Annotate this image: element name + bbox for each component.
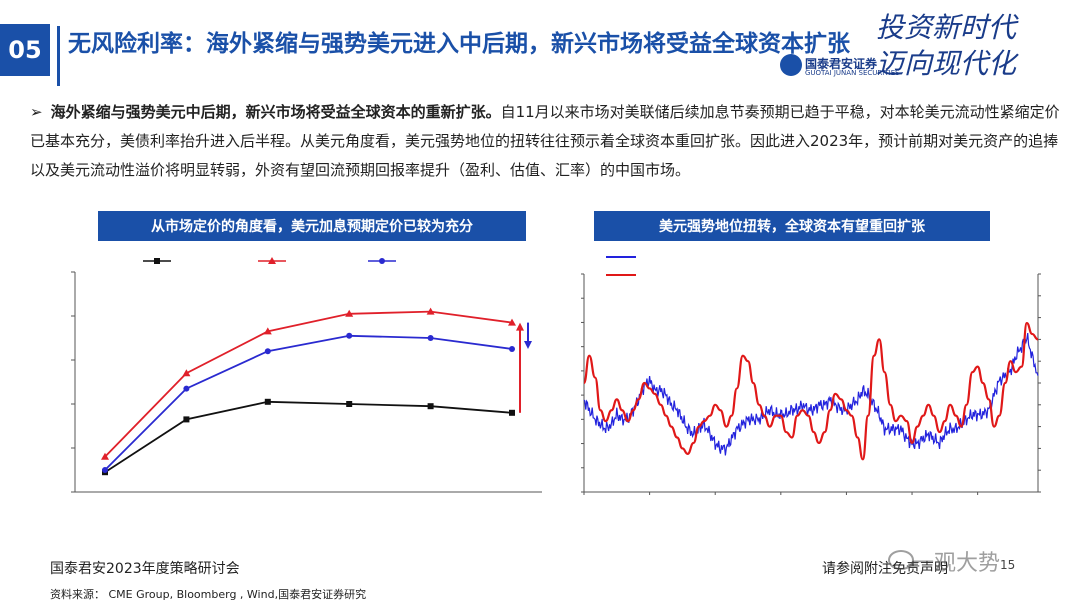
page-title: 无风险利率：海外紧缩与强势美元进入中后期，新兴市场将受益全球资本扩张 [68, 31, 850, 57]
body-paragraph: ➢ 海外紧缩与强势美元中后期，新兴市场将受益全球资本的重新扩张。自11月以来市场对… [30, 98, 1060, 185]
legend-marker [154, 258, 160, 264]
series-line-2 [104, 334, 513, 471]
wechat-icon [888, 550, 914, 570]
data-point [264, 398, 271, 405]
left-chart-header: 从市场定价的角度看，美元加息预期定价已较为充分 [98, 211, 526, 241]
data-point [101, 452, 109, 460]
data-point [426, 307, 435, 315]
data-point [264, 348, 271, 355]
legend-marker [379, 258, 385, 264]
data-point [182, 369, 191, 377]
data-point [263, 327, 272, 335]
footer-event-name: 国泰君安2023年度策略研讨会 [50, 561, 240, 577]
annotation-arrow-head [516, 322, 524, 331]
watermark: 一观大势 [912, 551, 1001, 576]
data-point [509, 346, 515, 352]
body-text: 自11月以来市场对美联储后续加息节奏预期已趋于平稳，对本轮美元流动性紧缩定价已基… [30, 103, 1060, 179]
logo-company-name: 国泰君安证券 [805, 57, 878, 71]
series-line-usd-index [583, 332, 1039, 456]
data-point [345, 309, 354, 317]
data-point [183, 416, 190, 423]
page-number: 15 [1000, 558, 1016, 572]
legend-marker [268, 257, 276, 264]
series-line-capital-flow [582, 321, 1039, 461]
right-chart-header: 美元强势地位扭转，全球资本有望重回扩张 [594, 211, 990, 241]
bullet-arrow-icon: ➢ [30, 103, 43, 121]
rate-hike-pricing-chart [71, 257, 542, 493]
logo-slogan: 投资新时代 迈向现代化 [876, 11, 1017, 80]
annotation-arrow-head [524, 341, 532, 349]
series-line-1 [104, 310, 513, 458]
section-number-badge: 05 [0, 24, 50, 76]
logo-company-name-en: GUOTAI JUNAN SECURITIES [805, 69, 900, 77]
body-lead: 海外紧缩与强势美元中后期，新兴市场将受益全球资本的重新扩张。 [50, 103, 501, 121]
company-logo-icon [780, 54, 802, 76]
data-point [183, 385, 190, 392]
data-point [509, 409, 515, 416]
data-point [102, 467, 108, 473]
title-accent-bar [57, 26, 60, 86]
data-point [508, 318, 516, 326]
data-point [346, 332, 353, 339]
data-point [427, 403, 434, 410]
dollar-capital-flow-chart [581, 256, 1041, 495]
data-point [346, 401, 353, 407]
data-source-note: 资料来源： CME Group, Bloomberg , Wind,国泰君安证券… [50, 588, 367, 601]
data-point [427, 335, 434, 341]
series-line-0 [104, 400, 513, 473]
footer-disclaimer-link[interactable]: 请参阅附注免责声明 [822, 561, 948, 577]
